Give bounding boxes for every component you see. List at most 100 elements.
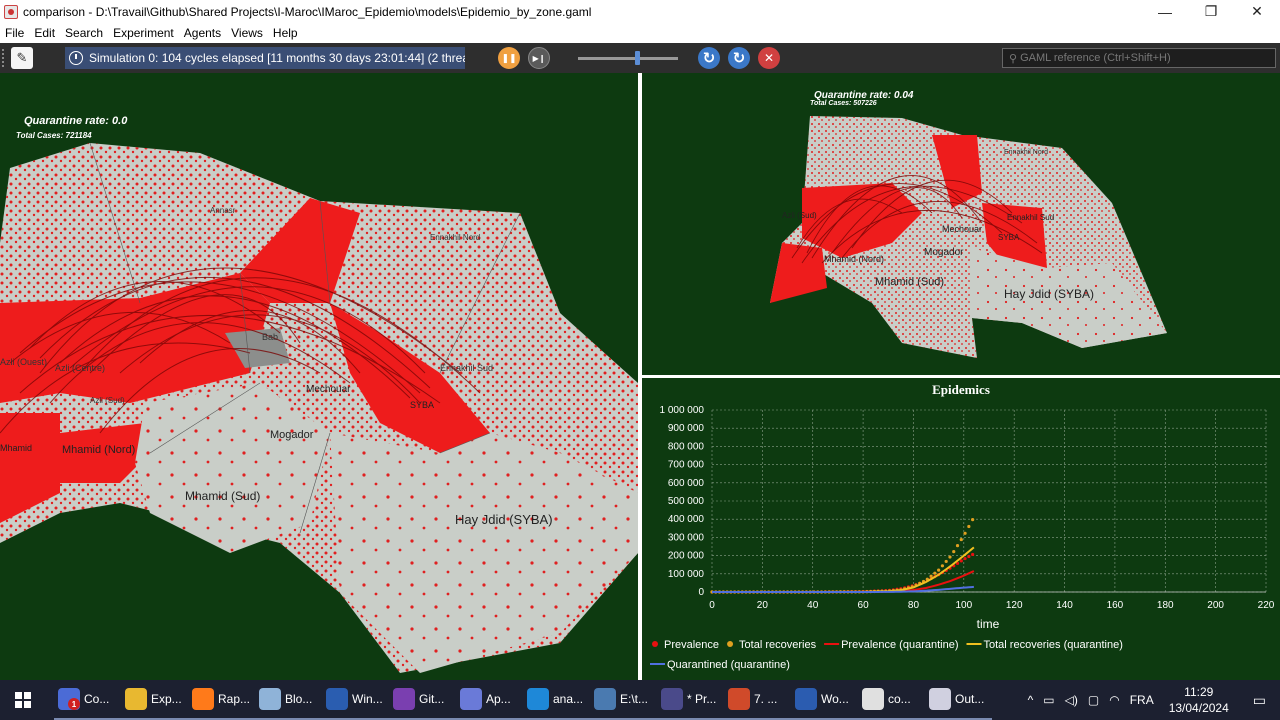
- battery-icon[interactable]: ▭: [1043, 693, 1055, 707]
- reload-button[interactable]: ↻: [698, 47, 720, 69]
- taskbar-app-label: co...: [888, 692, 911, 706]
- taskbar-app-2[interactable]: Rap...: [188, 680, 255, 720]
- data-point: [967, 524, 971, 529]
- notepad-icon: [259, 688, 281, 710]
- zone-infected-azli: [0, 273, 270, 403]
- y-tick-label: 0: [698, 587, 704, 598]
- menu-file[interactable]: File: [5, 26, 25, 40]
- taskbar-app-label: ana...: [553, 692, 584, 706]
- map-canvas-right[interactable]: [642, 73, 1280, 375]
- close-window-button[interactable]: ✕: [1251, 3, 1263, 19]
- tray-expand-icon[interactable]: ^: [1027, 693, 1034, 707]
- taskbar-app-5[interactable]: Git...: [389, 680, 456, 720]
- taskbar-app-6[interactable]: Ap...: [456, 680, 523, 720]
- taskbar-app-3[interactable]: Blo...: [255, 680, 322, 720]
- map-canvas-left[interactable]: [0, 73, 638, 680]
- zone-dot-overlay: [330, 433, 638, 673]
- taskbar-app-11[interactable]: Wo...: [791, 680, 858, 720]
- data-point: [971, 552, 975, 557]
- zone-label-ennakhil-nord-right: Ennakhil Nord: [1004, 149, 1048, 156]
- taskbar-app-4[interactable]: Win...: [322, 680, 389, 720]
- taskbar-apps: 1 Co... Exp... Rap... Blo... Win... Git... Ap..…: [54, 680, 992, 720]
- step-button[interactable]: ▶❙: [528, 47, 550, 69]
- windows-icon: [15, 692, 31, 708]
- speed-slider[interactable]: [578, 50, 678, 65]
- github-icon: [393, 688, 415, 710]
- zone-label-syba-right: SYBA: [998, 233, 1020, 242]
- zone-label-hay-jdid: Hay Jdid (SYBA): [455, 512, 553, 527]
- taskbar-app-9[interactable]: * Pr...: [657, 680, 724, 720]
- data-point: [952, 549, 956, 554]
- simulation-toolbar: ✎ Simulation 0: 104 cycles elapsed [11 m…: [0, 43, 1280, 73]
- contact-arcs-left: [0, 267, 481, 434]
- legend-marker: [727, 641, 734, 647]
- volume-icon[interactable]: ◁): [1064, 693, 1078, 707]
- zone-label-azli-centre: Azli (Centre): [55, 363, 106, 373]
- total-cases-label: Total Cases: 721184: [16, 131, 92, 140]
- firefox-icon: [192, 688, 214, 710]
- display-view-quarantine[interactable]: Quarantine rate: 0.04 Total Cases: 50722…: [642, 73, 1280, 375]
- relaunch-button[interactable]: ↻: [728, 47, 750, 69]
- edit-model-button[interactable]: ✎: [11, 47, 33, 69]
- zone-infected-right-b: [932, 135, 982, 208]
- simulation-status[interactable]: Simulation 0: 104 cycles elapsed [11 mon…: [65, 47, 465, 69]
- data-point: [944, 559, 948, 564]
- x-tick-label: 0: [709, 600, 715, 611]
- legend-item: Total recoveries: [727, 639, 817, 651]
- gaml-reference-search[interactable]: ⚲ GAML reference (Ctrl+Shift+H): [1002, 48, 1276, 68]
- taskbar-app-7[interactable]: ana...: [523, 680, 590, 720]
- menu-help[interactable]: Help: [272, 26, 298, 40]
- menu-experiment[interactable]: Experiment: [113, 26, 174, 40]
- taskbar-clock[interactable]: 11:29 13/04/2024: [1159, 684, 1239, 716]
- folder-icon: [125, 688, 147, 710]
- monitor-icon[interactable]: ▢: [1087, 693, 1100, 707]
- taskbar-app-label: Win...: [352, 692, 383, 706]
- reload-icon: ↻: [702, 50, 716, 67]
- zone-label-hay-jdid-right: Hay Jdid (SYBA): [1004, 287, 1095, 301]
- notifications-icon[interactable]: ▭: [1252, 691, 1266, 708]
- x-tick-label: 220: [1258, 600, 1275, 611]
- vscode-icon: [527, 688, 549, 710]
- zone-infected-mhamid: [0, 413, 60, 523]
- menu-agents[interactable]: Agents: [183, 26, 222, 40]
- minimize-button[interactable]: —: [1158, 3, 1172, 20]
- y-tick-label: 700 000: [668, 460, 705, 471]
- zone-dot-overlay: [135, 383, 330, 553]
- chrome-icon: [862, 688, 884, 710]
- pencil-icon: ✎: [16, 50, 28, 65]
- menu-edit[interactable]: Edit: [34, 26, 56, 40]
- x-tick-label: 160: [1107, 600, 1124, 611]
- zone-label-mhamid-sud: Mhamid (Sud): [185, 489, 261, 503]
- wifi-icon[interactable]: ◠: [1109, 693, 1120, 707]
- taskbar-app-10[interactable]: 7. ...: [724, 680, 791, 720]
- taskbar-app-13[interactable]: Out...: [925, 680, 992, 720]
- taskbar-app-label: Wo...: [821, 692, 849, 706]
- legend-item: Quarantined (quarantine): [650, 659, 790, 671]
- display-view-no-quarantine[interactable]: Quarantine rate: 0.0 Total Cases: 721184…: [0, 73, 638, 680]
- zone-label-azli-sud: Azli (Sud): [90, 396, 125, 405]
- menu-search[interactable]: Search: [65, 26, 104, 40]
- legend-label: Total recoveries: [739, 639, 817, 651]
- teams-icon: 1: [58, 688, 80, 710]
- taskbar-app-0[interactable]: 1 Co...: [54, 680, 121, 720]
- taskbar-app-12[interactable]: co...: [858, 680, 925, 720]
- epidemics-chart[interactable]: Epidemics 0 100 000 200 000 300 000 400 000 5…: [642, 378, 1280, 680]
- taskbar-app-label: * Pr...: [687, 692, 717, 706]
- restore-button[interactable]: ❐: [1204, 3, 1218, 19]
- taskbar-app-1[interactable]: Exp...: [121, 680, 188, 720]
- pause-button[interactable]: ❚❚: [498, 47, 520, 69]
- data-point: [963, 531, 967, 535]
- x-tick-label: 40: [807, 600, 819, 611]
- toolbar-grip[interactable]: [2, 49, 8, 67]
- data-point: [959, 537, 963, 542]
- speed-slider-thumb[interactable]: [635, 50, 640, 65]
- taskbar-app-label: Rap...: [218, 692, 251, 706]
- x-tick-label: 200: [1207, 600, 1224, 611]
- epidemics-chart-panel[interactable]: Epidemics 0 100 000 200 000 300 000 400 000 5…: [642, 378, 1280, 680]
- start-button[interactable]: [0, 680, 46, 720]
- language-indicator[interactable]: FRA: [1129, 693, 1154, 707]
- taskbar-app-8[interactable]: E:\t...: [590, 680, 657, 720]
- menu-views[interactable]: Views: [231, 26, 263, 40]
- data-point: [929, 574, 933, 578]
- close-simulation-button[interactable]: ✕: [758, 47, 780, 69]
